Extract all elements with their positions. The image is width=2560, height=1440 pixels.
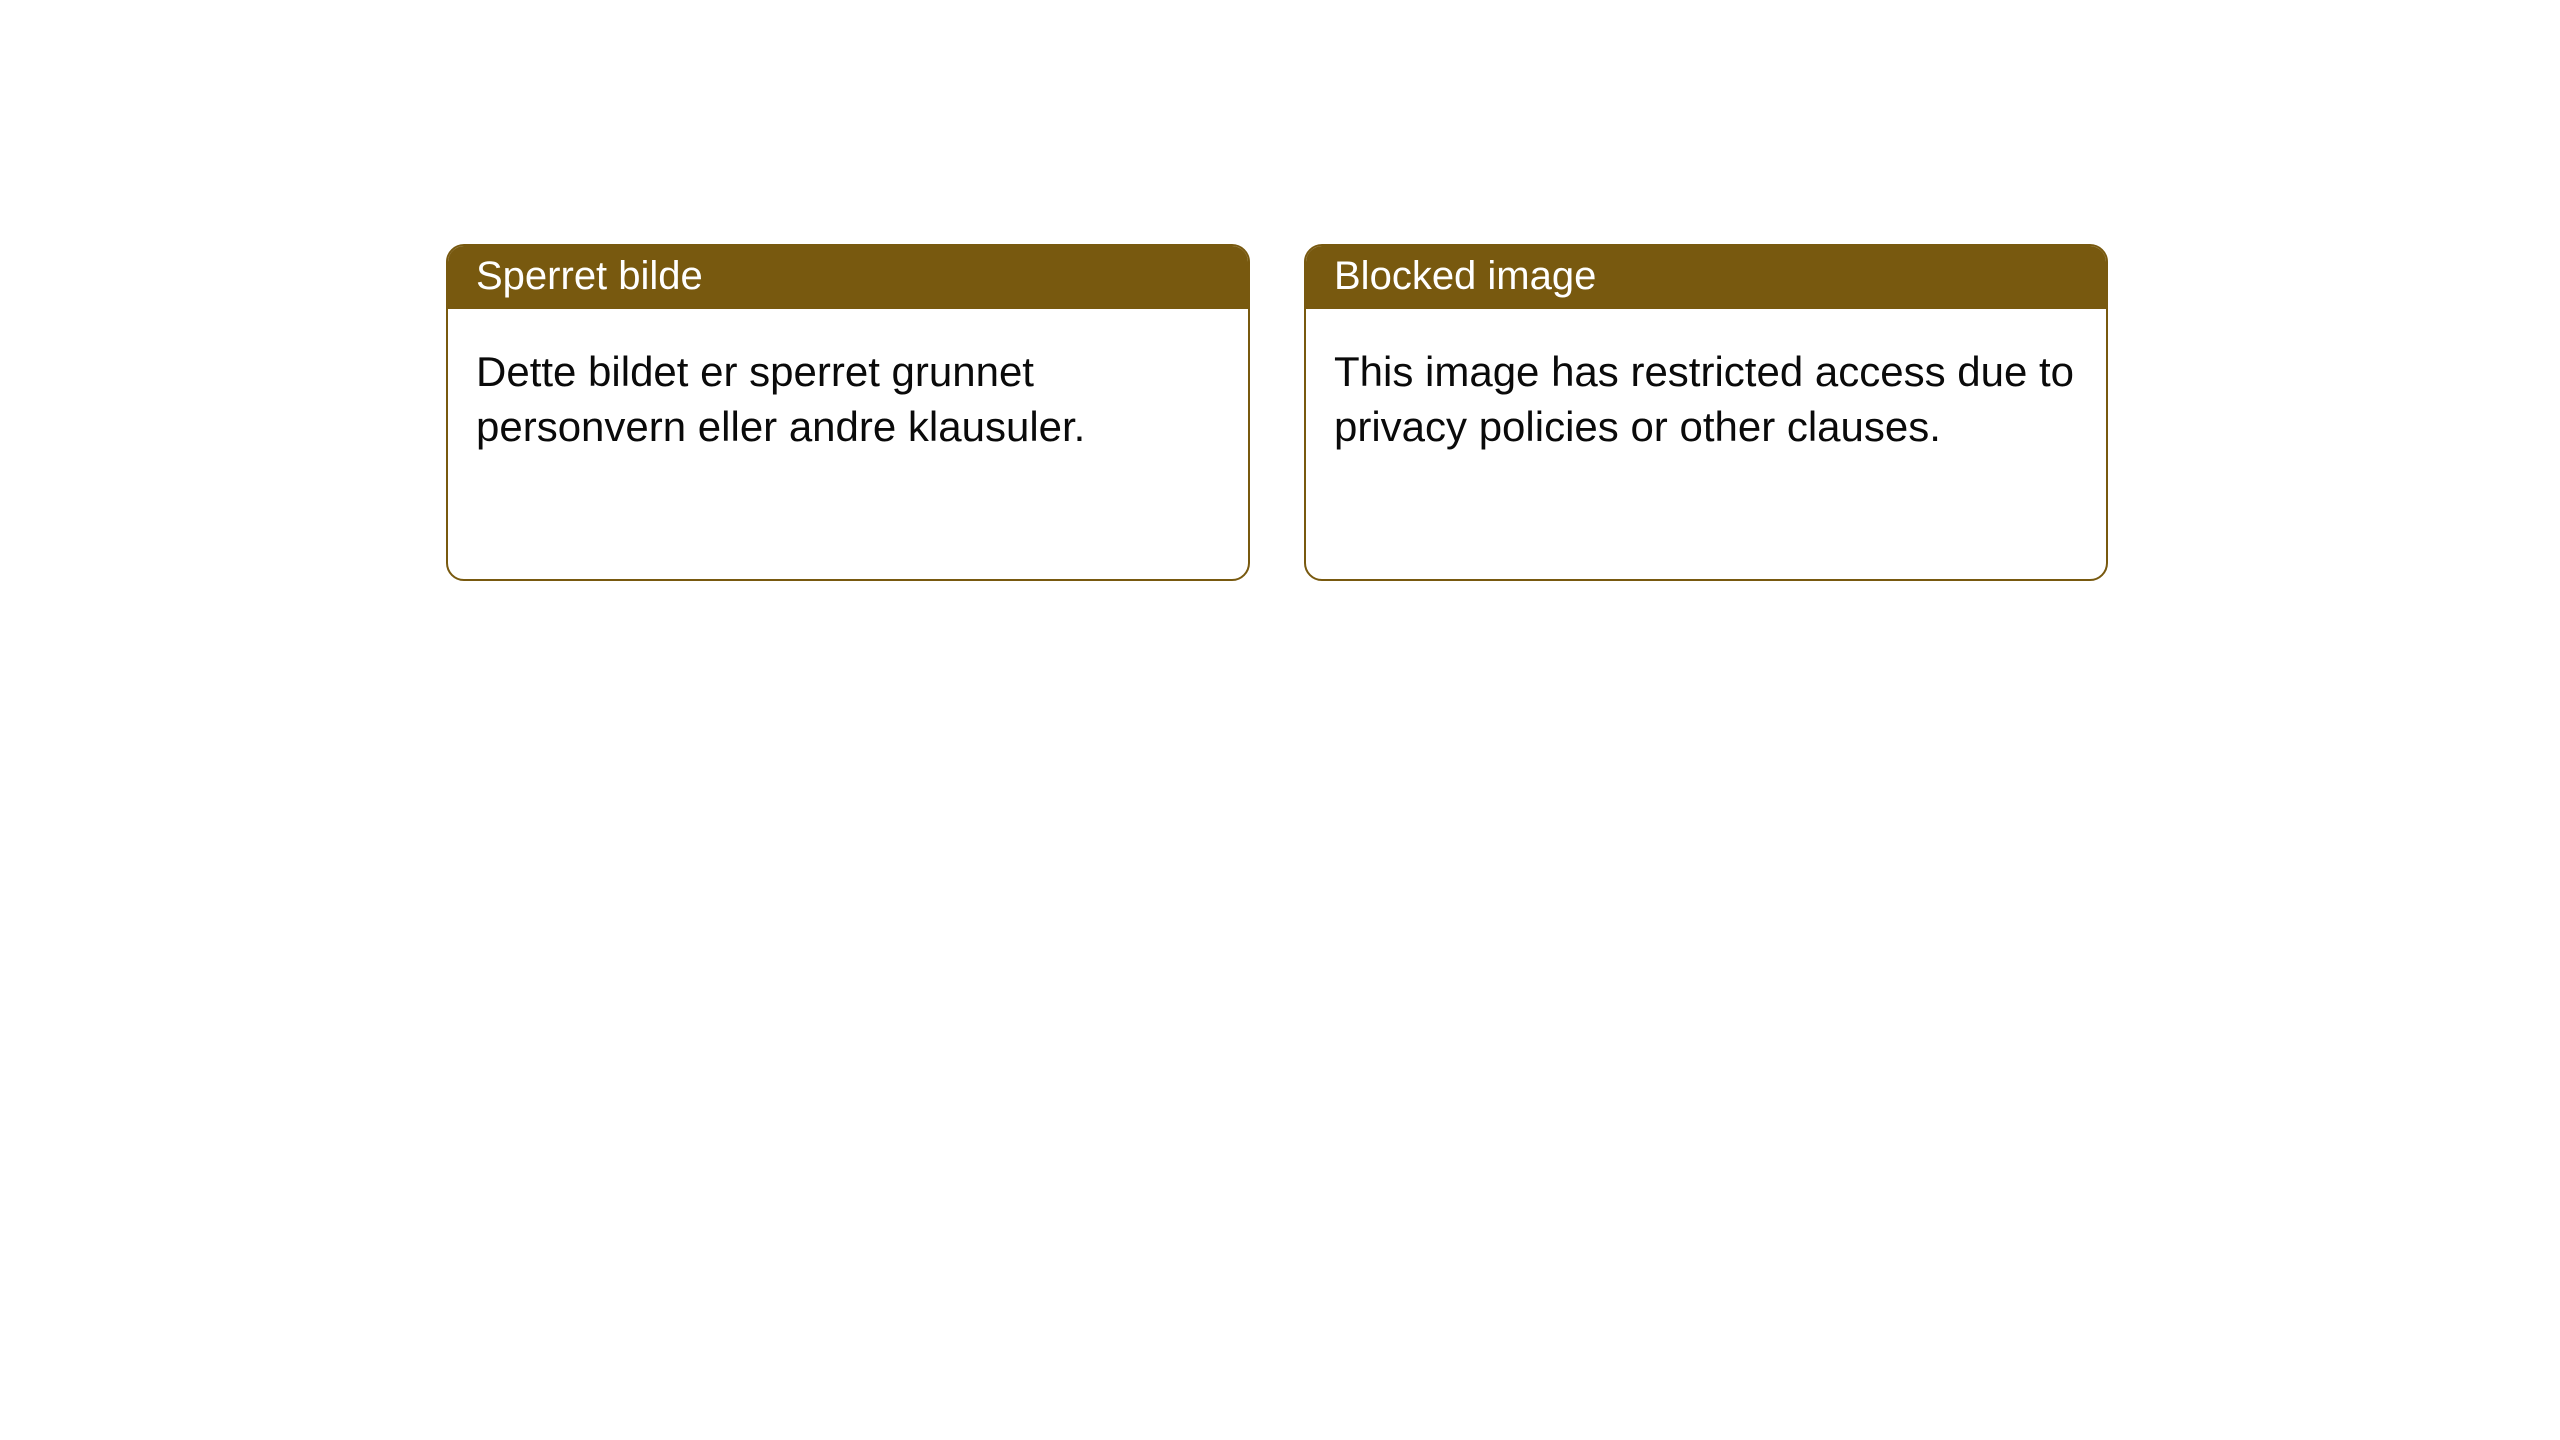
card-header: Blocked image [1306, 246, 2106, 309]
card-message: This image has restricted access due to … [1334, 348, 2074, 450]
blocked-image-card-en: Blocked image This image has restricted … [1304, 244, 2108, 581]
card-message: Dette bildet er sperret grunnet personve… [476, 348, 1085, 450]
card-title: Sperret bilde [476, 254, 703, 298]
card-header: Sperret bilde [448, 246, 1248, 309]
card-body: Dette bildet er sperret grunnet personve… [448, 309, 1248, 579]
card-title: Blocked image [1334, 254, 1596, 298]
blocked-image-card-no: Sperret bilde Dette bildet er sperret gr… [446, 244, 1250, 581]
card-body: This image has restricted access due to … [1306, 309, 2106, 579]
notice-container: Sperret bilde Dette bildet er sperret gr… [0, 0, 2560, 581]
